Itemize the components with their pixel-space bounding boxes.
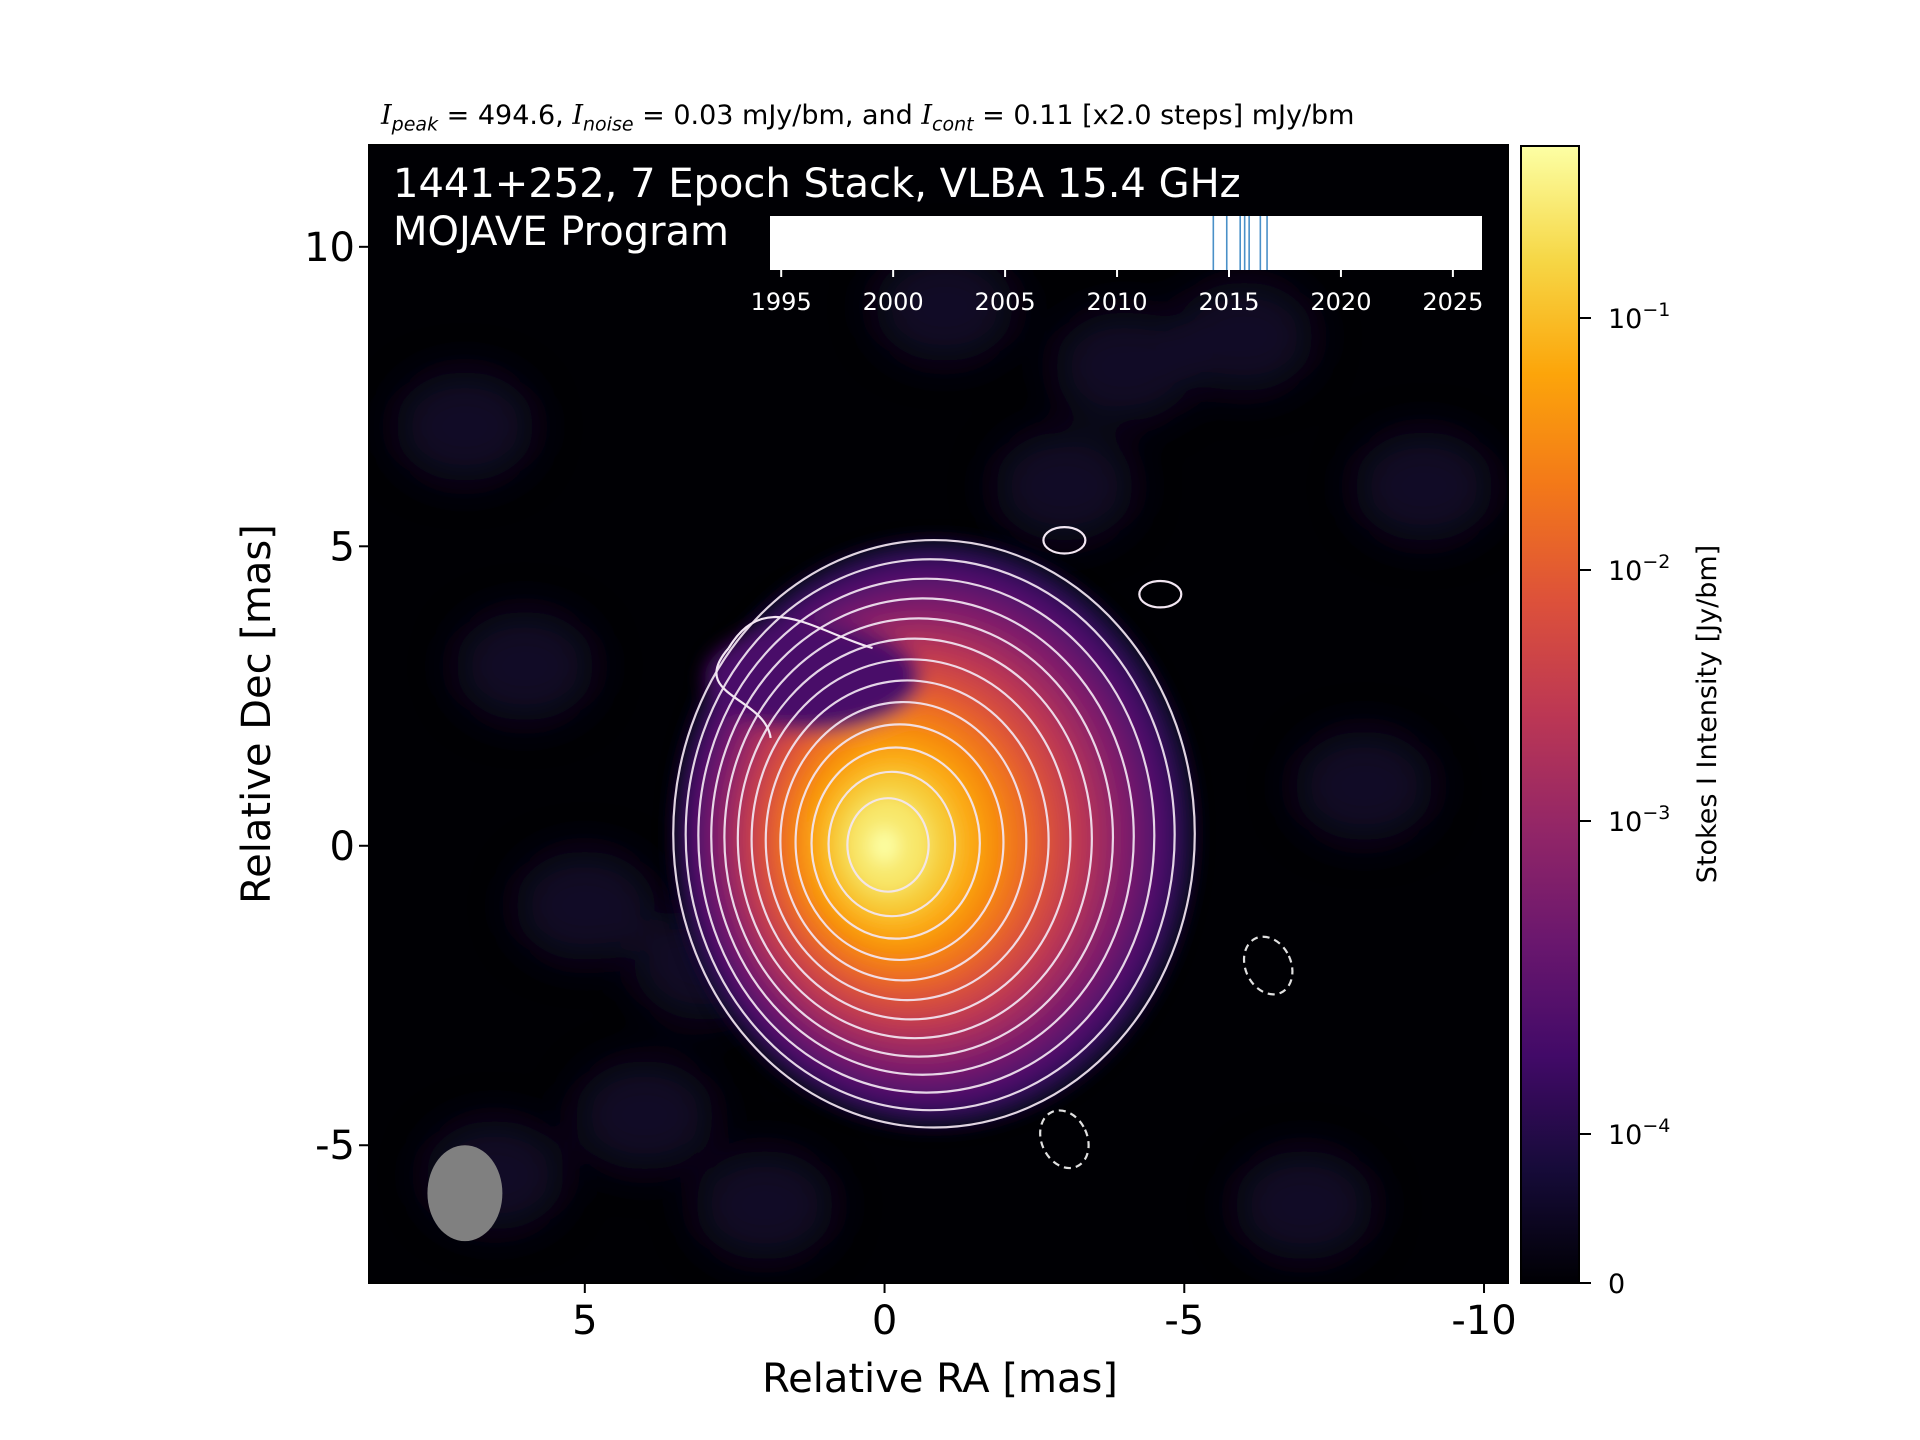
haze-blob: [1234, 1150, 1375, 1261]
colorbar: 10−1 10−2 10−3 10−4 0 Stokes I Intensity [Jy…: [1520, 145, 1723, 1300]
colorbar-tick-label: 0: [1608, 1269, 1625, 1300]
cont-symbol: I: [921, 100, 933, 131]
haze-blob: [1174, 281, 1315, 392]
contour-level: [697, 577, 1156, 1094]
annotation-line-2: MOJAVE Program: [393, 209, 729, 255]
image-panel: 1441+252, 7 Epoch Stack, VLBA 15.4 GHz M…: [368, 144, 1509, 1284]
y-axis-label: Relative Dec [mas]: [234, 524, 280, 904]
figure-title: Ipeak = 494.6, Inoise = 0.03 mJy/bm, and…: [381, 100, 1354, 135]
contour-level: [779, 700, 1028, 982]
contour-level: [846, 797, 930, 893]
contour-level: [794, 723, 1005, 962]
haze-blob: [514, 850, 655, 961]
epoch-tick-label: 2020: [1310, 288, 1371, 316]
beam-ellipse: [427, 1145, 503, 1242]
haze-blob: [1054, 311, 1195, 422]
contour-level: [684, 558, 1176, 1112]
noise-symbol: I: [572, 100, 583, 131]
x-tick-label: 0: [872, 1298, 897, 1344]
colorbar-ticks: 10−1 10−2 10−3 10−4 0: [1579, 299, 1670, 1300]
y-tick-label: 10: [304, 225, 355, 271]
contour-level: [710, 597, 1135, 1076]
peak-symbol: I: [381, 100, 392, 131]
epoch-tick-label: 2015: [1198, 288, 1259, 316]
epoch-tick-label: 2000: [863, 288, 924, 316]
x-axis: 5 0 -5 -10: [572, 1283, 1517, 1344]
contour-level: [827, 770, 957, 918]
contour-level: [764, 679, 1050, 1002]
epoch-tick-label: 2010: [1087, 288, 1148, 316]
colorbar-label: Stokes I Intensity [Jy/bm]: [1692, 545, 1723, 883]
contour-level: [810, 746, 981, 940]
colorbar-tick-label: 10−3: [1608, 802, 1670, 838]
y-tick-label: 5: [330, 524, 355, 570]
positive-contour-island: [1138, 579, 1183, 609]
colorbar-tick-label: 10−2: [1608, 551, 1670, 587]
epoch-tick-label: 1995: [751, 288, 812, 316]
epoch-timeline-box: [770, 216, 1482, 270]
x-tick-label: -10: [1451, 1298, 1516, 1344]
y-axis: 10 5 0 -5: [304, 225, 369, 1169]
x-tick-label: -5: [1164, 1298, 1204, 1344]
peak-value: = 494.6,: [438, 100, 573, 131]
annotation-line-1: 1441+252, 7 Epoch Stack, VLBA 15.4 GHz: [393, 161, 1241, 207]
x-tick-label: 5: [572, 1298, 597, 1344]
contour-level: [750, 658, 1072, 1021]
noise-subscript: noise: [583, 113, 634, 136]
haze-blob: [994, 431, 1135, 542]
epoch-tick-label: 2005: [975, 288, 1036, 316]
haze-blob: [394, 371, 535, 482]
colorbar-gradient: [1521, 146, 1579, 1283]
colorbar-tick-label: 10−4: [1608, 1115, 1670, 1151]
epoch-tick-label: 2025: [1422, 288, 1483, 316]
haze-blob: [1354, 431, 1495, 542]
x-axis-label: Relative RA [mas]: [762, 1356, 1118, 1402]
colorbar-frame: [1520, 145, 1580, 1284]
y-tick-label: 0: [330, 824, 355, 870]
image-frame: [368, 144, 1509, 1284]
epoch-timeline-inset: 1995 2000 2005 2010 2015 2020 2025: [751, 216, 1483, 316]
intensity-extension: [704, 624, 921, 733]
noise-value: = 0.03 mJy/bm, and: [633, 100, 922, 131]
peak-subscript: peak: [391, 113, 439, 136]
intensity-level: [869, 827, 900, 864]
contour-level: [672, 538, 1196, 1129]
cont-value: = 0.11 [x2.0 steps] mJy/bm: [973, 100, 1355, 131]
contour-level: [736, 637, 1093, 1040]
haze-blob: [694, 1150, 835, 1261]
negative-contour: [1039, 1109, 1090, 1170]
positive-contour-island: [1042, 526, 1087, 555]
haze-blob: [574, 1060, 715, 1171]
contour-level: [723, 617, 1115, 1058]
y-tick-label: -5: [315, 1123, 355, 1169]
haze-blob: [454, 611, 595, 722]
cont-subscript: cont: [932, 113, 974, 136]
haze-blob: [1294, 730, 1435, 841]
contour-extension: [715, 615, 873, 739]
contour-lines: [672, 538, 1196, 1129]
colorbar-tick-label: 10−1: [1608, 299, 1670, 335]
haze-blob: [874, 251, 1015, 362]
